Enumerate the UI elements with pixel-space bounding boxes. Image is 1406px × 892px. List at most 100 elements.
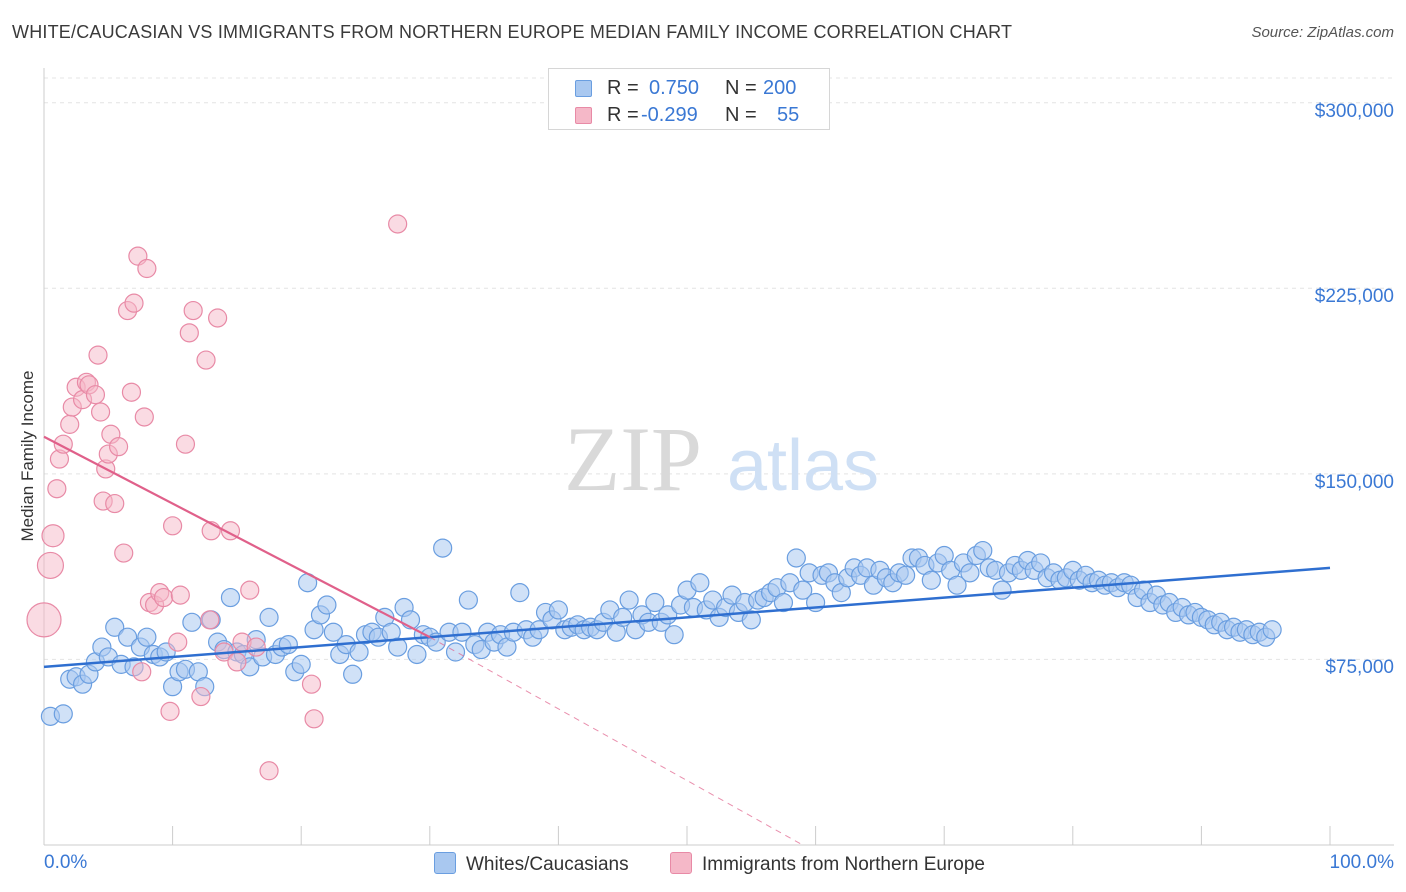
data-point-whites <box>947 575 967 595</box>
x-tick-label-max: 100.0% <box>1329 852 1394 873</box>
y-tick-label: $225,000 <box>1314 286 1394 308</box>
data-point-immigrants <box>160 701 180 721</box>
n-label: N = <box>725 104 757 126</box>
series-immigrants-points <box>26 214 408 781</box>
data-point-immigrants <box>168 632 188 652</box>
data-point-whites <box>388 637 408 657</box>
data-point-immigrants <box>153 587 174 608</box>
y-tick-label: $150,000 <box>1314 471 1394 493</box>
data-point-whites <box>349 642 369 662</box>
data-point-immigrants <box>196 350 216 370</box>
watermark: ZIP atlas <box>564 408 879 510</box>
data-point-immigrants <box>301 674 322 694</box>
data-point-immigrants <box>105 493 125 514</box>
data-point-whites <box>445 642 466 662</box>
legend-item-whites: Whites/Caucasians <box>434 852 629 876</box>
data-point-immigrants <box>124 293 144 313</box>
legend-swatch-blue <box>575 80 592 97</box>
trend-line-whites <box>43 566 1331 669</box>
data-point-immigrants <box>208 308 228 328</box>
data-point-immigrants <box>304 709 324 729</box>
data-point-whites <box>992 580 1012 600</box>
data-point-whites <box>278 634 298 655</box>
data-point-whites <box>291 654 311 674</box>
r-value: -0.299 <box>641 104 698 126</box>
data-point-whites <box>220 587 241 608</box>
data-point-immigrants <box>259 761 279 781</box>
data-point-whites <box>773 592 794 613</box>
watermark-zip: ZIP <box>564 408 702 510</box>
data-point-immigrants <box>170 585 190 605</box>
x-tick-label-min: 0.0% <box>44 852 88 873</box>
legend-item-immigrants: Immigrants from Northern Europe <box>670 852 985 876</box>
legend-row-immigrants: R = -0.299 N = 55 <box>549 100 829 130</box>
data-point-immigrants <box>388 214 408 234</box>
data-point-immigrants <box>183 300 203 321</box>
data-point-immigrants <box>36 551 65 580</box>
data-point-whites <box>690 573 710 593</box>
data-point-whites <box>510 583 530 603</box>
trend-line-immigrants <box>43 435 431 639</box>
data-point-whites <box>896 565 916 585</box>
data-point-whites <box>117 627 138 647</box>
r-value: 0.750 <box>649 77 700 99</box>
legend-label-immigrants: Immigrants from Northern Europe <box>702 854 985 875</box>
axes <box>43 68 1394 846</box>
data-point-immigrants <box>26 602 62 638</box>
data-point-immigrants <box>227 652 247 672</box>
n-value: 200 <box>763 77 797 99</box>
data-point-immigrants <box>85 385 106 405</box>
data-point-immigrants <box>132 662 152 682</box>
trend-lines <box>43 435 1331 846</box>
data-point-immigrants <box>114 543 134 563</box>
data-point-whites <box>407 644 427 665</box>
legend-swatch-pink <box>575 107 592 124</box>
data-point-whites <box>664 625 684 645</box>
data-point-whites <box>137 627 157 647</box>
data-point-immigrants <box>121 382 142 402</box>
data-point-whites <box>619 590 639 610</box>
grid-lines <box>44 77 1394 660</box>
data-point-immigrants <box>246 637 266 657</box>
data-point-whites <box>105 617 125 637</box>
data-point-whites <box>458 590 478 610</box>
legend-swatch-pink <box>670 852 692 874</box>
data-point-whites <box>323 622 343 642</box>
legend-row-whites: R = 0.750 N = 200 <box>549 73 829 103</box>
y-tick-label: $75,000 <box>1325 657 1394 679</box>
legend-swatch-blue <box>434 852 456 874</box>
data-point-whites <box>452 622 472 642</box>
data-point-immigrants <box>41 524 65 548</box>
data-point-whites <box>645 592 665 613</box>
data-point-whites <box>1262 620 1282 640</box>
data-point-whites <box>343 664 363 684</box>
n-value: 55 <box>777 104 800 126</box>
series-whites-points <box>40 538 1282 726</box>
chart-title: WHITE/CAUCASIAN VS IMMIGRANTS FROM NORTH… <box>12 22 1013 42</box>
data-point-whites <box>53 704 73 724</box>
data-point-immigrants <box>137 258 157 279</box>
correlation-legend: R = 0.750 N = 200 R = -0.299 N = 55 <box>548 68 830 130</box>
data-point-immigrants <box>108 437 129 457</box>
n-label: N = <box>725 77 757 99</box>
watermark-atlas: atlas <box>727 426 879 506</box>
data-point-immigrants <box>90 402 111 422</box>
data-point-immigrants <box>200 610 220 630</box>
data-point-immigrants <box>88 345 108 365</box>
y-tick-label: $300,000 <box>1314 100 1394 122</box>
r-label: R = <box>607 104 639 126</box>
data-point-whites <box>921 570 941 590</box>
data-point-immigrants <box>47 479 67 499</box>
data-point-whites <box>741 610 761 630</box>
legend-label-whites: Whites/Caucasians <box>466 854 629 875</box>
data-point-immigrants <box>179 323 199 343</box>
data-point-whites <box>317 595 337 615</box>
data-point-whites <box>973 540 993 561</box>
data-point-whites <box>182 612 202 632</box>
data-point-whites <box>259 607 279 627</box>
data-point-whites <box>548 600 569 620</box>
data-point-immigrants <box>175 434 196 454</box>
data-point-immigrants <box>240 580 260 600</box>
data-point-immigrants <box>163 516 183 536</box>
